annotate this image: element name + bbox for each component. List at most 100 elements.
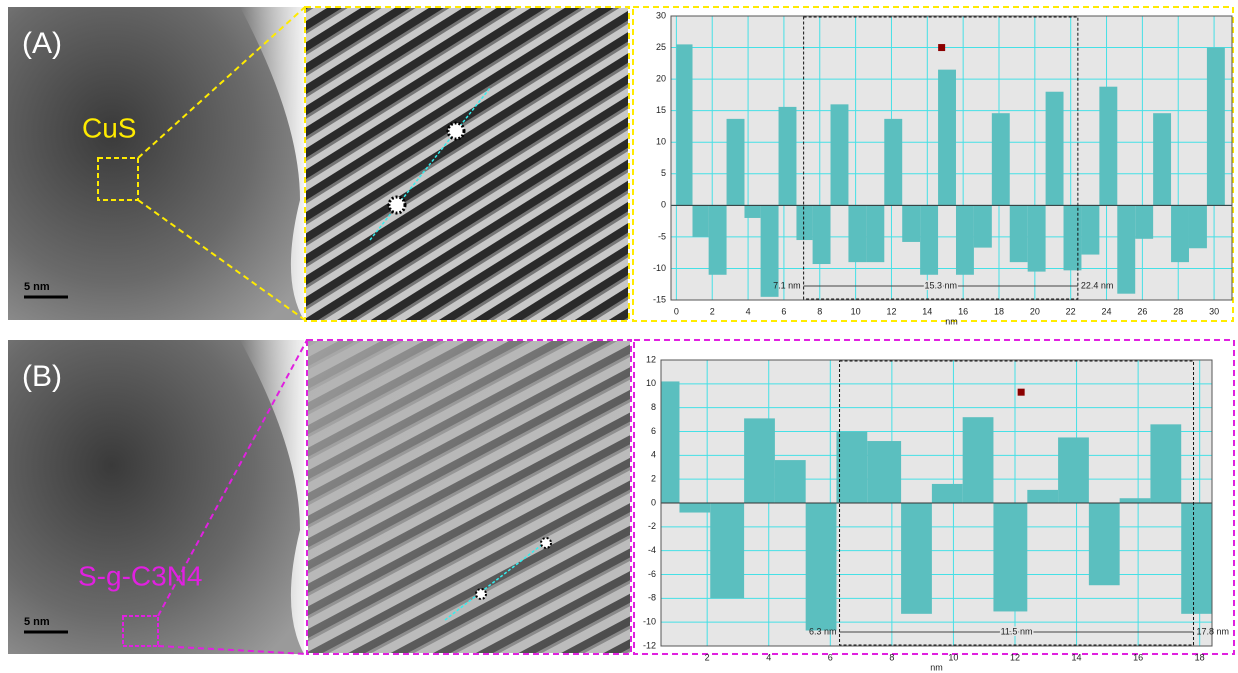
bar — [661, 381, 679, 503]
y-tick-label: 5 — [661, 168, 666, 178]
x-tick-label: 6 — [781, 306, 786, 316]
y-tick-label: -10 — [653, 263, 666, 273]
bar — [932, 484, 963, 503]
bar — [831, 104, 849, 205]
bar — [1064, 205, 1082, 270]
tem-image-b: (B) S-g-C3N4 5 nm — [8, 340, 307, 654]
bar — [1099, 87, 1117, 206]
bar — [938, 70, 956, 206]
bar — [679, 503, 710, 513]
bar — [1171, 205, 1189, 262]
bar — [920, 205, 938, 274]
material-label: S-g-C3N4 — [78, 560, 202, 591]
x-tick-label: 14 — [922, 306, 932, 316]
bar — [1046, 92, 1064, 206]
x-tick-label: 12 — [886, 306, 896, 316]
y-tick-label: -12 — [643, 640, 656, 650]
material-label: CuS — [82, 112, 136, 143]
x-tick-label: 20 — [1030, 306, 1040, 316]
bar — [693, 205, 709, 237]
x-tick-label: 0 — [674, 306, 679, 316]
y-tick-label: 25 — [656, 42, 666, 52]
marker-point — [1018, 389, 1025, 396]
bar — [902, 205, 920, 242]
bar — [1081, 205, 1099, 254]
bar — [1181, 503, 1212, 614]
bar — [1120, 498, 1151, 503]
bar — [1135, 205, 1153, 238]
bar — [1153, 113, 1171, 205]
x-tick-label: 26 — [1137, 306, 1147, 316]
bar — [963, 417, 994, 503]
x-axis-label: nm — [930, 662, 943, 672]
y-tick-label: -15 — [653, 294, 666, 304]
selection-end-label: 17.8 nm — [1197, 626, 1230, 636]
x-tick-label: 24 — [1102, 306, 1112, 316]
bar — [1207, 48, 1225, 206]
panel-label: (A) — [22, 27, 62, 60]
x-tick-label: 2 — [710, 306, 715, 316]
y-tick-label: -10 — [643, 617, 656, 627]
x-tick-label: 30 — [1209, 306, 1219, 316]
bar — [866, 205, 884, 262]
x-tick-label: 18 — [1195, 652, 1205, 662]
bar — [779, 107, 797, 205]
marker-point — [938, 44, 945, 51]
selection-width-label: 11.5 nm — [1001, 626, 1033, 636]
bar — [1117, 205, 1135, 293]
bar — [1058, 437, 1089, 503]
selection-width-label: 15.3 nm — [924, 280, 957, 290]
bar — [993, 503, 1027, 611]
tem-image-a: (A) CuS 5 nm — [8, 7, 305, 320]
x-tick-label: 12 — [1010, 652, 1020, 662]
panel-label: (B) — [22, 360, 62, 393]
x-tick-label: 8 — [889, 652, 894, 662]
y-tick-label: 8 — [651, 402, 656, 412]
bar — [884, 119, 902, 205]
bar — [775, 460, 806, 503]
bar — [676, 44, 692, 205]
x-tick-label: 16 — [1133, 652, 1143, 662]
bar — [974, 205, 992, 247]
x-tick-label: 6 — [828, 652, 833, 662]
y-tick-label: 15 — [656, 105, 666, 115]
bar — [867, 441, 901, 503]
bar — [901, 503, 932, 614]
bar — [836, 432, 867, 504]
x-axis-label: nm — [945, 316, 958, 326]
bar — [796, 205, 812, 240]
bar — [744, 418, 775, 503]
selection-start-label: 7.1 nm — [773, 280, 801, 290]
x-tick-label: 16 — [958, 306, 968, 316]
y-tick-label: -2 — [648, 521, 656, 531]
y-tick-label: 20 — [656, 73, 666, 83]
bar — [1189, 205, 1207, 248]
scale-bar-label: 5 nm — [24, 616, 50, 628]
y-tick-label: 0 — [651, 497, 656, 507]
y-tick-label: -4 — [648, 545, 656, 555]
x-tick-label: 22 — [1066, 306, 1076, 316]
y-tick-label: -5 — [658, 231, 666, 241]
bar — [806, 503, 837, 631]
x-tick-label: 4 — [746, 306, 751, 316]
y-tick-label: 0 — [661, 200, 666, 210]
selection-end-label: 22.4 nm — [1081, 280, 1114, 290]
y-tick-label: -6 — [648, 569, 656, 579]
x-tick-label: 8 — [817, 306, 822, 316]
y-tick-label: 12 — [646, 354, 656, 364]
bar — [744, 205, 760, 218]
x-tick-label: 14 — [1072, 652, 1082, 662]
fringe-image-b — [307, 340, 631, 654]
selection-start-label: 6.3 nm — [809, 626, 837, 636]
bar — [1150, 424, 1181, 503]
bar — [1010, 205, 1028, 262]
x-tick-label: 28 — [1173, 306, 1183, 316]
x-tick-label: 4 — [766, 652, 771, 662]
x-tick-label: 10 — [948, 652, 958, 662]
x-tick-label: 10 — [851, 306, 861, 316]
y-tick-label: 4 — [651, 450, 656, 460]
y-tick-label: 6 — [651, 426, 656, 436]
fringe-image-a — [305, 7, 629, 321]
x-tick-label: 18 — [994, 306, 1004, 316]
bar — [727, 119, 745, 205]
